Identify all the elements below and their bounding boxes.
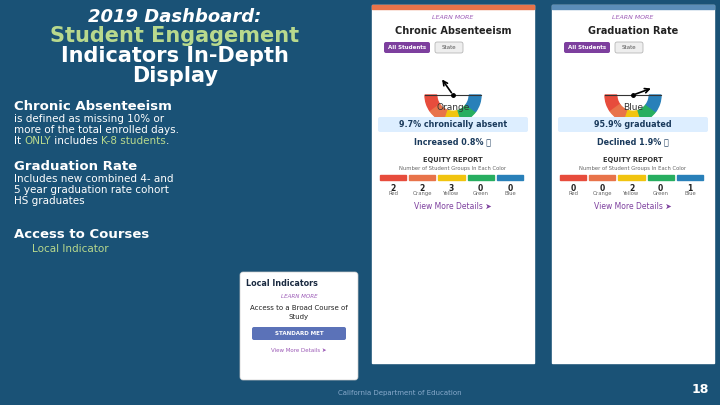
Bar	[409, 175, 436, 180]
Text: is defined as missing 10% or: is defined as missing 10% or	[14, 114, 164, 124]
Text: 2: 2	[420, 184, 425, 193]
Text: STANDARD MET: STANDARD MET	[275, 331, 323, 336]
Wedge shape	[444, 111, 462, 123]
Text: Local Indicator: Local Indicator	[32, 244, 109, 254]
Text: Number of Student Groups In Each Color: Number of Student Groups In Each Color	[400, 166, 507, 171]
Text: Number of Student Groups In Each Color: Number of Student Groups In Each Color	[580, 166, 687, 171]
Text: Graduation Rate: Graduation Rate	[588, 26, 678, 36]
Bar	[560, 175, 586, 180]
Text: 95.9% graduated: 95.9% graduated	[594, 120, 672, 129]
Text: State: State	[621, 45, 636, 50]
Wedge shape	[431, 104, 448, 122]
Text: Declined 1.9% ⓘ: Declined 1.9% ⓘ	[597, 137, 669, 146]
Text: 3: 3	[449, 184, 454, 193]
Text: Chronic Absenteeism: Chronic Absenteeism	[14, 100, 172, 113]
Bar	[467, 175, 494, 180]
Bar	[647, 175, 674, 180]
Text: Yellow: Yellow	[624, 191, 639, 196]
Text: Access to Courses: Access to Courses	[14, 228, 149, 241]
Text: EQUITY REPORT: EQUITY REPORT	[603, 157, 663, 163]
Text: View More Details ➤: View More Details ➤	[271, 348, 327, 353]
Text: View More Details ➤: View More Details ➤	[414, 202, 492, 211]
Text: 9.7% chronically absent: 9.7% chronically absent	[399, 120, 507, 129]
Text: 0: 0	[658, 184, 663, 193]
Text: Orange: Orange	[413, 191, 432, 196]
Text: ONLY: ONLY	[24, 136, 51, 146]
FancyBboxPatch shape	[558, 117, 708, 132]
Text: Indicators In-Depth: Indicators In-Depth	[61, 46, 289, 66]
Text: Local Indicators: Local Indicators	[246, 279, 318, 288]
Bar	[552, 5, 714, 9]
Text: 0: 0	[478, 184, 483, 193]
Bar	[372, 5, 534, 363]
Wedge shape	[425, 95, 440, 111]
Text: California Department of Education: California Department of Education	[338, 390, 462, 396]
Wedge shape	[605, 95, 620, 111]
Text: 1: 1	[688, 184, 693, 193]
Text: Blue: Blue	[504, 191, 516, 196]
Text: Access to a Broad Course of: Access to a Broad Course of	[250, 305, 348, 311]
FancyBboxPatch shape	[435, 42, 463, 53]
Text: K-8 students: K-8 students	[101, 136, 166, 146]
Text: includes: includes	[51, 136, 101, 146]
FancyBboxPatch shape	[615, 42, 643, 53]
FancyBboxPatch shape	[252, 327, 346, 340]
Bar	[677, 175, 703, 180]
Text: Includes new combined 4- and: Includes new combined 4- and	[14, 174, 174, 184]
Text: Study: Study	[289, 314, 309, 320]
Bar	[589, 175, 616, 180]
Text: 2: 2	[390, 184, 396, 193]
Bar	[380, 175, 406, 180]
Text: Red: Red	[568, 191, 578, 196]
Text: .: .	[166, 136, 169, 146]
Text: Green: Green	[473, 191, 489, 196]
Text: Increased 0.8% ⓘ: Increased 0.8% ⓘ	[415, 137, 492, 146]
Text: EQUITY REPORT: EQUITY REPORT	[423, 157, 483, 163]
Wedge shape	[638, 104, 656, 122]
Text: 2: 2	[629, 184, 634, 193]
Bar	[438, 175, 464, 180]
Text: LEARN MORE: LEARN MORE	[281, 294, 318, 299]
Text: Display: Display	[132, 66, 218, 86]
Text: Blue: Blue	[684, 191, 696, 196]
Text: Orange: Orange	[593, 191, 612, 196]
Text: Blue: Blue	[623, 103, 643, 112]
Text: LEARN MORE: LEARN MORE	[612, 15, 654, 20]
Text: HS graduates: HS graduates	[14, 196, 85, 206]
FancyBboxPatch shape	[378, 117, 528, 132]
Text: 18: 18	[691, 383, 708, 396]
FancyBboxPatch shape	[240, 272, 358, 380]
Text: All Students: All Students	[388, 45, 426, 50]
Text: more of the total enrolled days.: more of the total enrolled days.	[14, 125, 179, 135]
Text: View More Details ➤: View More Details ➤	[594, 202, 672, 211]
Text: 5 year graduation rate cohort: 5 year graduation rate cohort	[14, 185, 169, 195]
Text: 0: 0	[600, 184, 605, 193]
Bar	[497, 175, 523, 180]
Text: It: It	[14, 136, 24, 146]
Text: 2019 Dashboard:: 2019 Dashboard:	[89, 8, 261, 26]
Text: 0: 0	[570, 184, 576, 193]
Bar	[552, 5, 714, 363]
Bar	[372, 5, 534, 9]
Text: Yellow: Yellow	[444, 191, 459, 196]
Text: Red: Red	[388, 191, 398, 196]
Bar	[618, 175, 644, 180]
FancyBboxPatch shape	[384, 42, 430, 53]
Text: Graduation Rate: Graduation Rate	[14, 160, 137, 173]
FancyBboxPatch shape	[564, 42, 610, 53]
Text: Chronic Absenteeism: Chronic Absenteeism	[395, 26, 511, 36]
Text: Green: Green	[653, 191, 669, 196]
Text: Orange: Orange	[436, 103, 469, 112]
Wedge shape	[611, 104, 628, 122]
Wedge shape	[624, 111, 642, 123]
Text: 0: 0	[508, 184, 513, 193]
Wedge shape	[458, 104, 476, 122]
Text: LEARN MORE: LEARN MORE	[432, 15, 474, 20]
Text: Student Engagement: Student Engagement	[50, 26, 300, 46]
Text: All Students: All Students	[568, 45, 606, 50]
Wedge shape	[466, 95, 481, 111]
Wedge shape	[646, 95, 661, 111]
Text: State: State	[441, 45, 456, 50]
